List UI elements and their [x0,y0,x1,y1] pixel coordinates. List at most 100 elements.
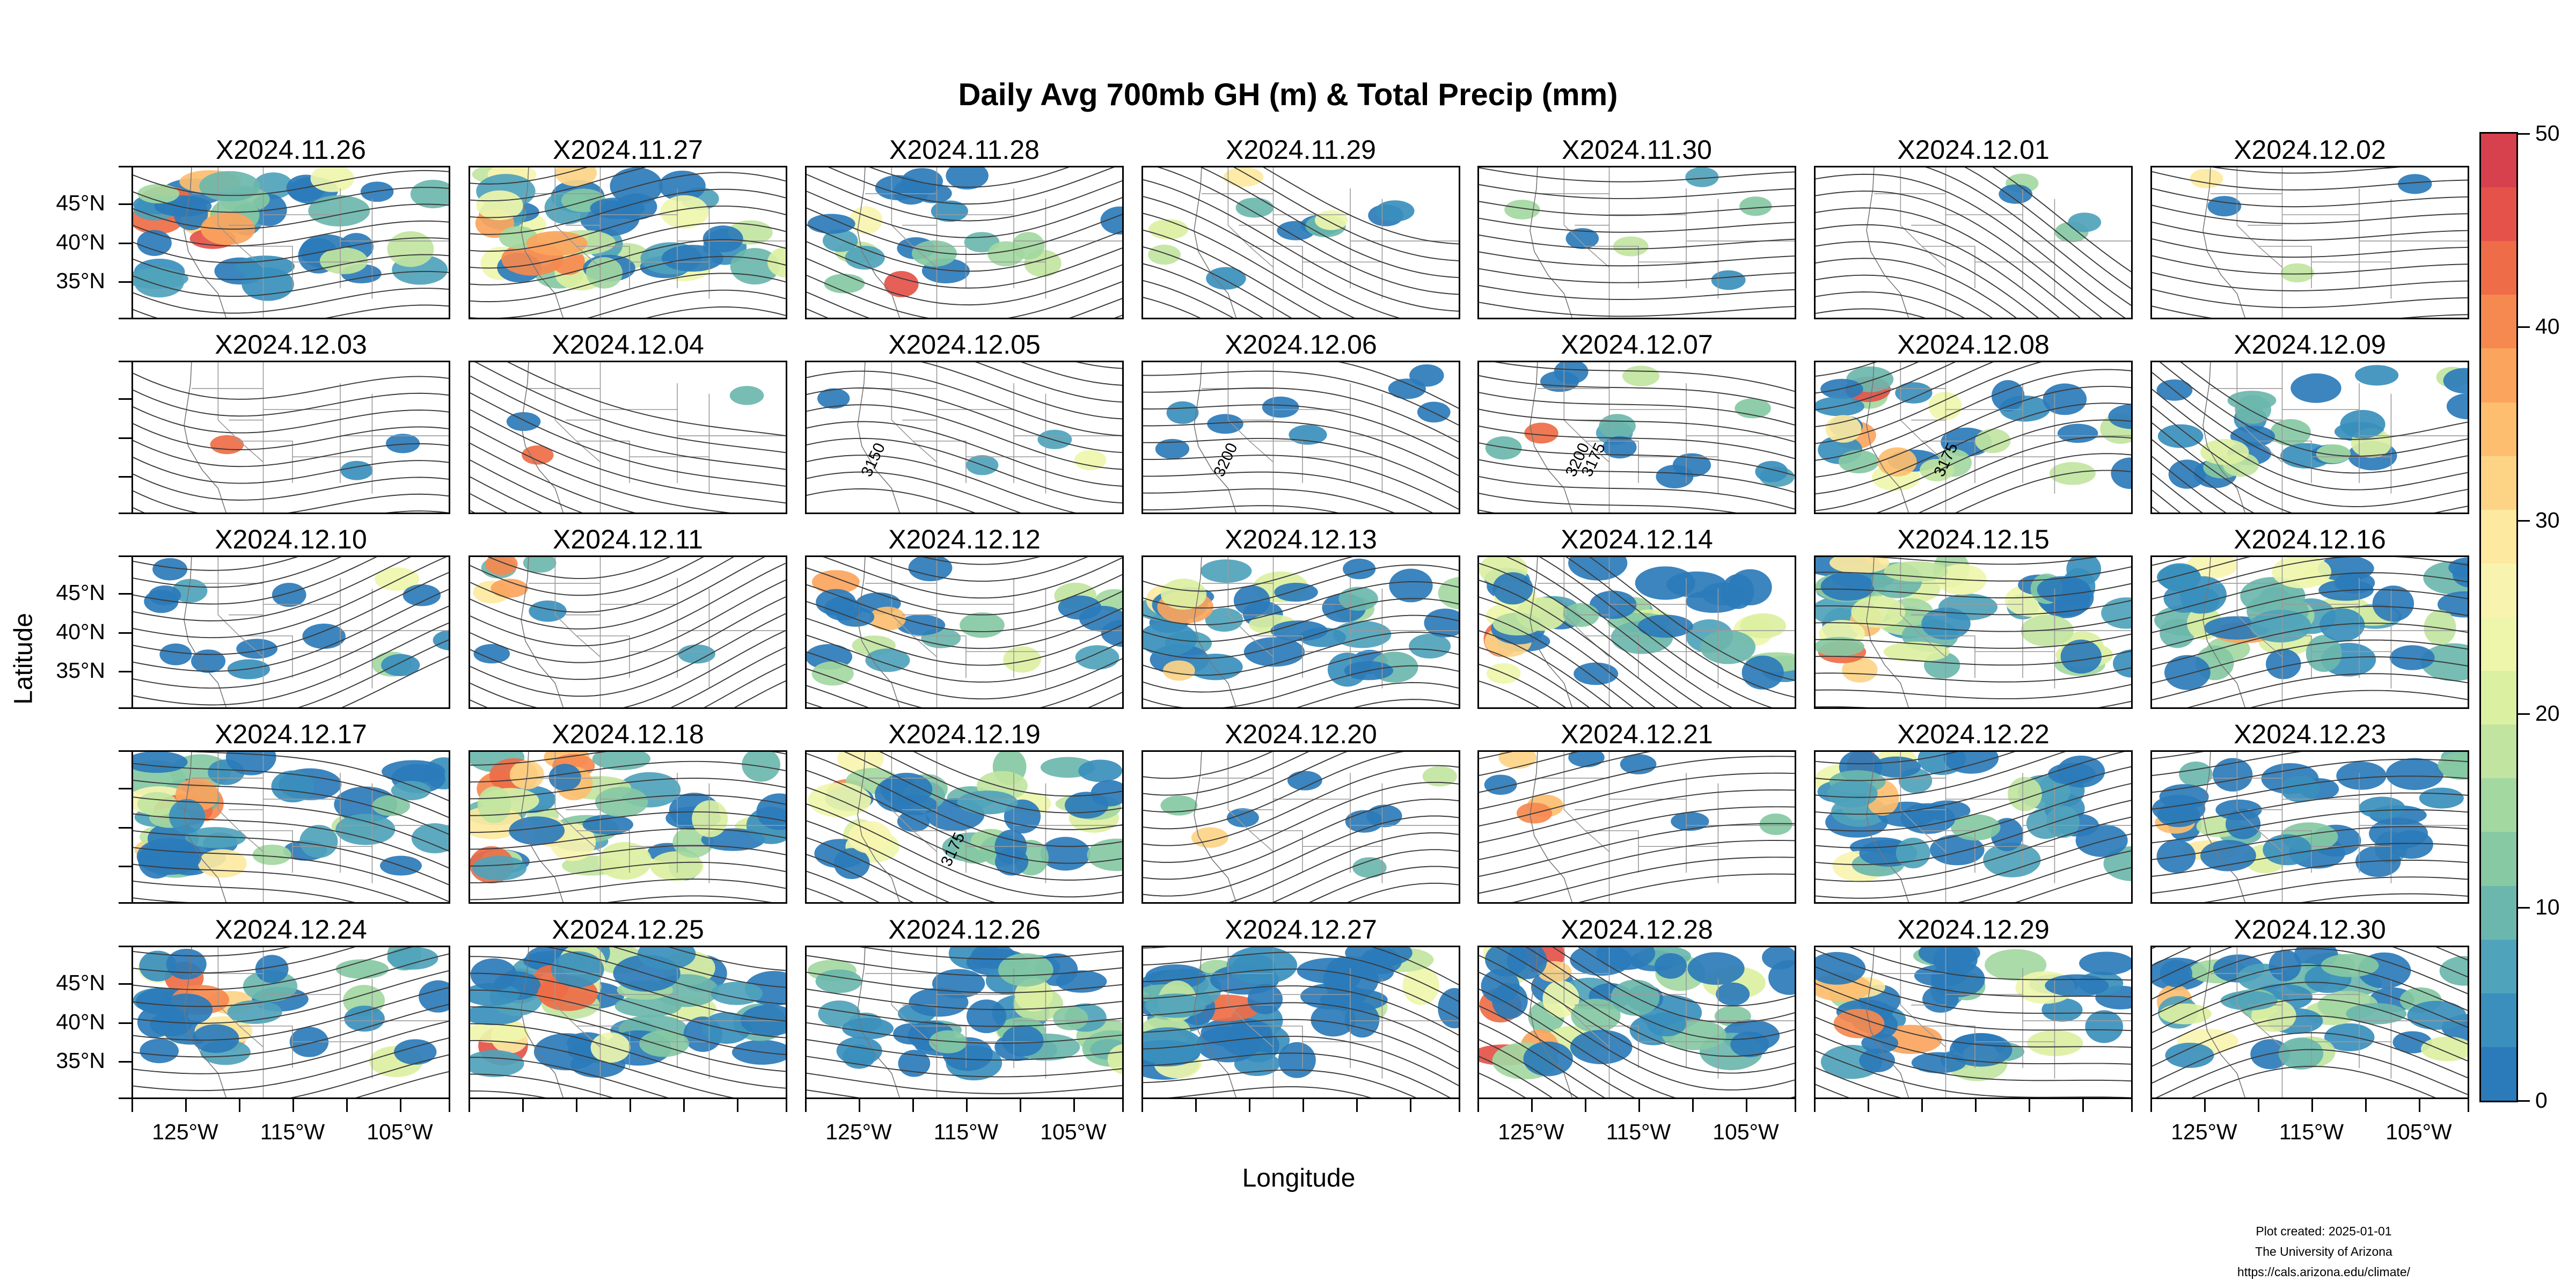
lat-tick-mark [119,513,131,514]
precip-cell [2027,1030,2083,1056]
precip-cell [1064,792,1109,819]
map-panel: 3175 [1814,361,2133,514]
precip-cell [1816,636,1864,657]
contour-line [1552,947,1795,1023]
lat-tick-mark [119,788,131,789]
colorbar-step [2481,240,2516,295]
lat-tick-mark [119,166,131,167]
contour-line [1143,564,1459,609]
contour-line [1816,362,1877,377]
precip-cell [1842,657,1878,683]
contour-line [2152,289,2468,309]
precip-cell [1243,637,1305,667]
map-canvas [133,167,449,318]
precip-cell [960,612,1005,638]
precip-cell [1838,450,1879,473]
contour-line [1479,971,1795,1091]
state-border [1900,167,1946,268]
gh-contours [1479,167,1795,317]
contour-line [1143,968,1459,1019]
lon-tick-label: 115°W [933,1119,999,1144]
colorbar-label: 40 [2535,314,2560,339]
state-border [1563,167,1610,268]
precip-cell [1438,987,1459,1029]
precip-cell [299,825,338,858]
map-panel [1141,555,1460,709]
precip-cell [387,231,434,267]
precip-cell [1975,428,2011,453]
panel-title: X2024.12.03 [215,330,367,360]
contour-line [1143,581,1459,626]
contour-line [1816,983,2131,1031]
contour-line [1143,815,1459,897]
precip-cell [815,969,862,993]
precip-cell [1148,244,1181,265]
contour-line [470,375,786,470]
contour-line [807,854,914,902]
lon-tick-label: 105°W [1713,1119,1779,1144]
gh-contours [1143,752,1459,902]
precip-cell [551,951,604,987]
precip-cell [252,844,291,865]
lon-tick-mark [2419,1099,2420,1112]
contour-line [1479,251,1795,267]
precip-cell [1928,392,1962,421]
state-borders [857,947,1122,1097]
contour-line [1849,947,2131,981]
coastline [1529,752,1572,902]
contour-line [133,622,449,706]
contour-line [2152,982,2468,1033]
state-borders [2202,752,2468,902]
precip-cell [1851,596,1906,628]
state-border [2258,1026,2312,1069]
contour-line [1816,1000,2131,1048]
state-border [554,752,601,852]
contour-line [822,557,1122,599]
colorbar-step [2481,939,2516,993]
contour-line [807,387,1122,453]
precip-cell [1074,450,1107,471]
colorbar-step [2481,724,2516,779]
state-border [2236,557,2283,657]
lat-tick-label: 40°N [56,1009,105,1034]
precip-field [1816,752,2131,882]
lon-tick-label: 115°W [1606,1119,1671,1144]
gh-contours [1816,167,2131,318]
lat-tick-label: 45°N [56,191,105,215]
map-panel [1141,750,1460,904]
contour-line [1143,505,1339,513]
precip-cell [522,445,554,465]
contour-line [588,289,786,318]
precip-cell [433,630,449,651]
contour-line [1479,184,1795,200]
state-border [576,1026,630,1069]
contour-line [1143,280,1234,318]
precip-cell [884,270,919,297]
map-canvas [133,752,449,902]
map-canvas [1816,947,2131,1097]
precip-cell [1166,401,1199,425]
state-border [2236,362,2283,463]
precip-cell [817,388,850,409]
contour-line [133,440,449,467]
contour-line [646,306,786,318]
precip-cell [957,791,1018,815]
contour-line [1479,580,1679,707]
lon-tick-mark [1692,1099,1694,1112]
precip-cell [897,811,930,832]
contour-line [1925,167,2131,306]
lon-tick-mark [737,1099,738,1112]
coastline [1529,362,1572,513]
contour-line [1479,752,1579,777]
lon-tick-label: 115°W [2279,1119,2344,1144]
contour-line [1816,369,2131,461]
precip-cell [818,1000,861,1027]
precip-cell [1666,571,1727,598]
contour-line [1525,947,1795,1040]
precip-cell [1107,1044,1122,1074]
lat-tick-mark [119,555,131,557]
precip-cell [1207,414,1243,434]
contour-line [1309,866,1459,902]
colorbar-label: 30 [2535,507,2560,532]
precip-cell [1755,460,1788,482]
